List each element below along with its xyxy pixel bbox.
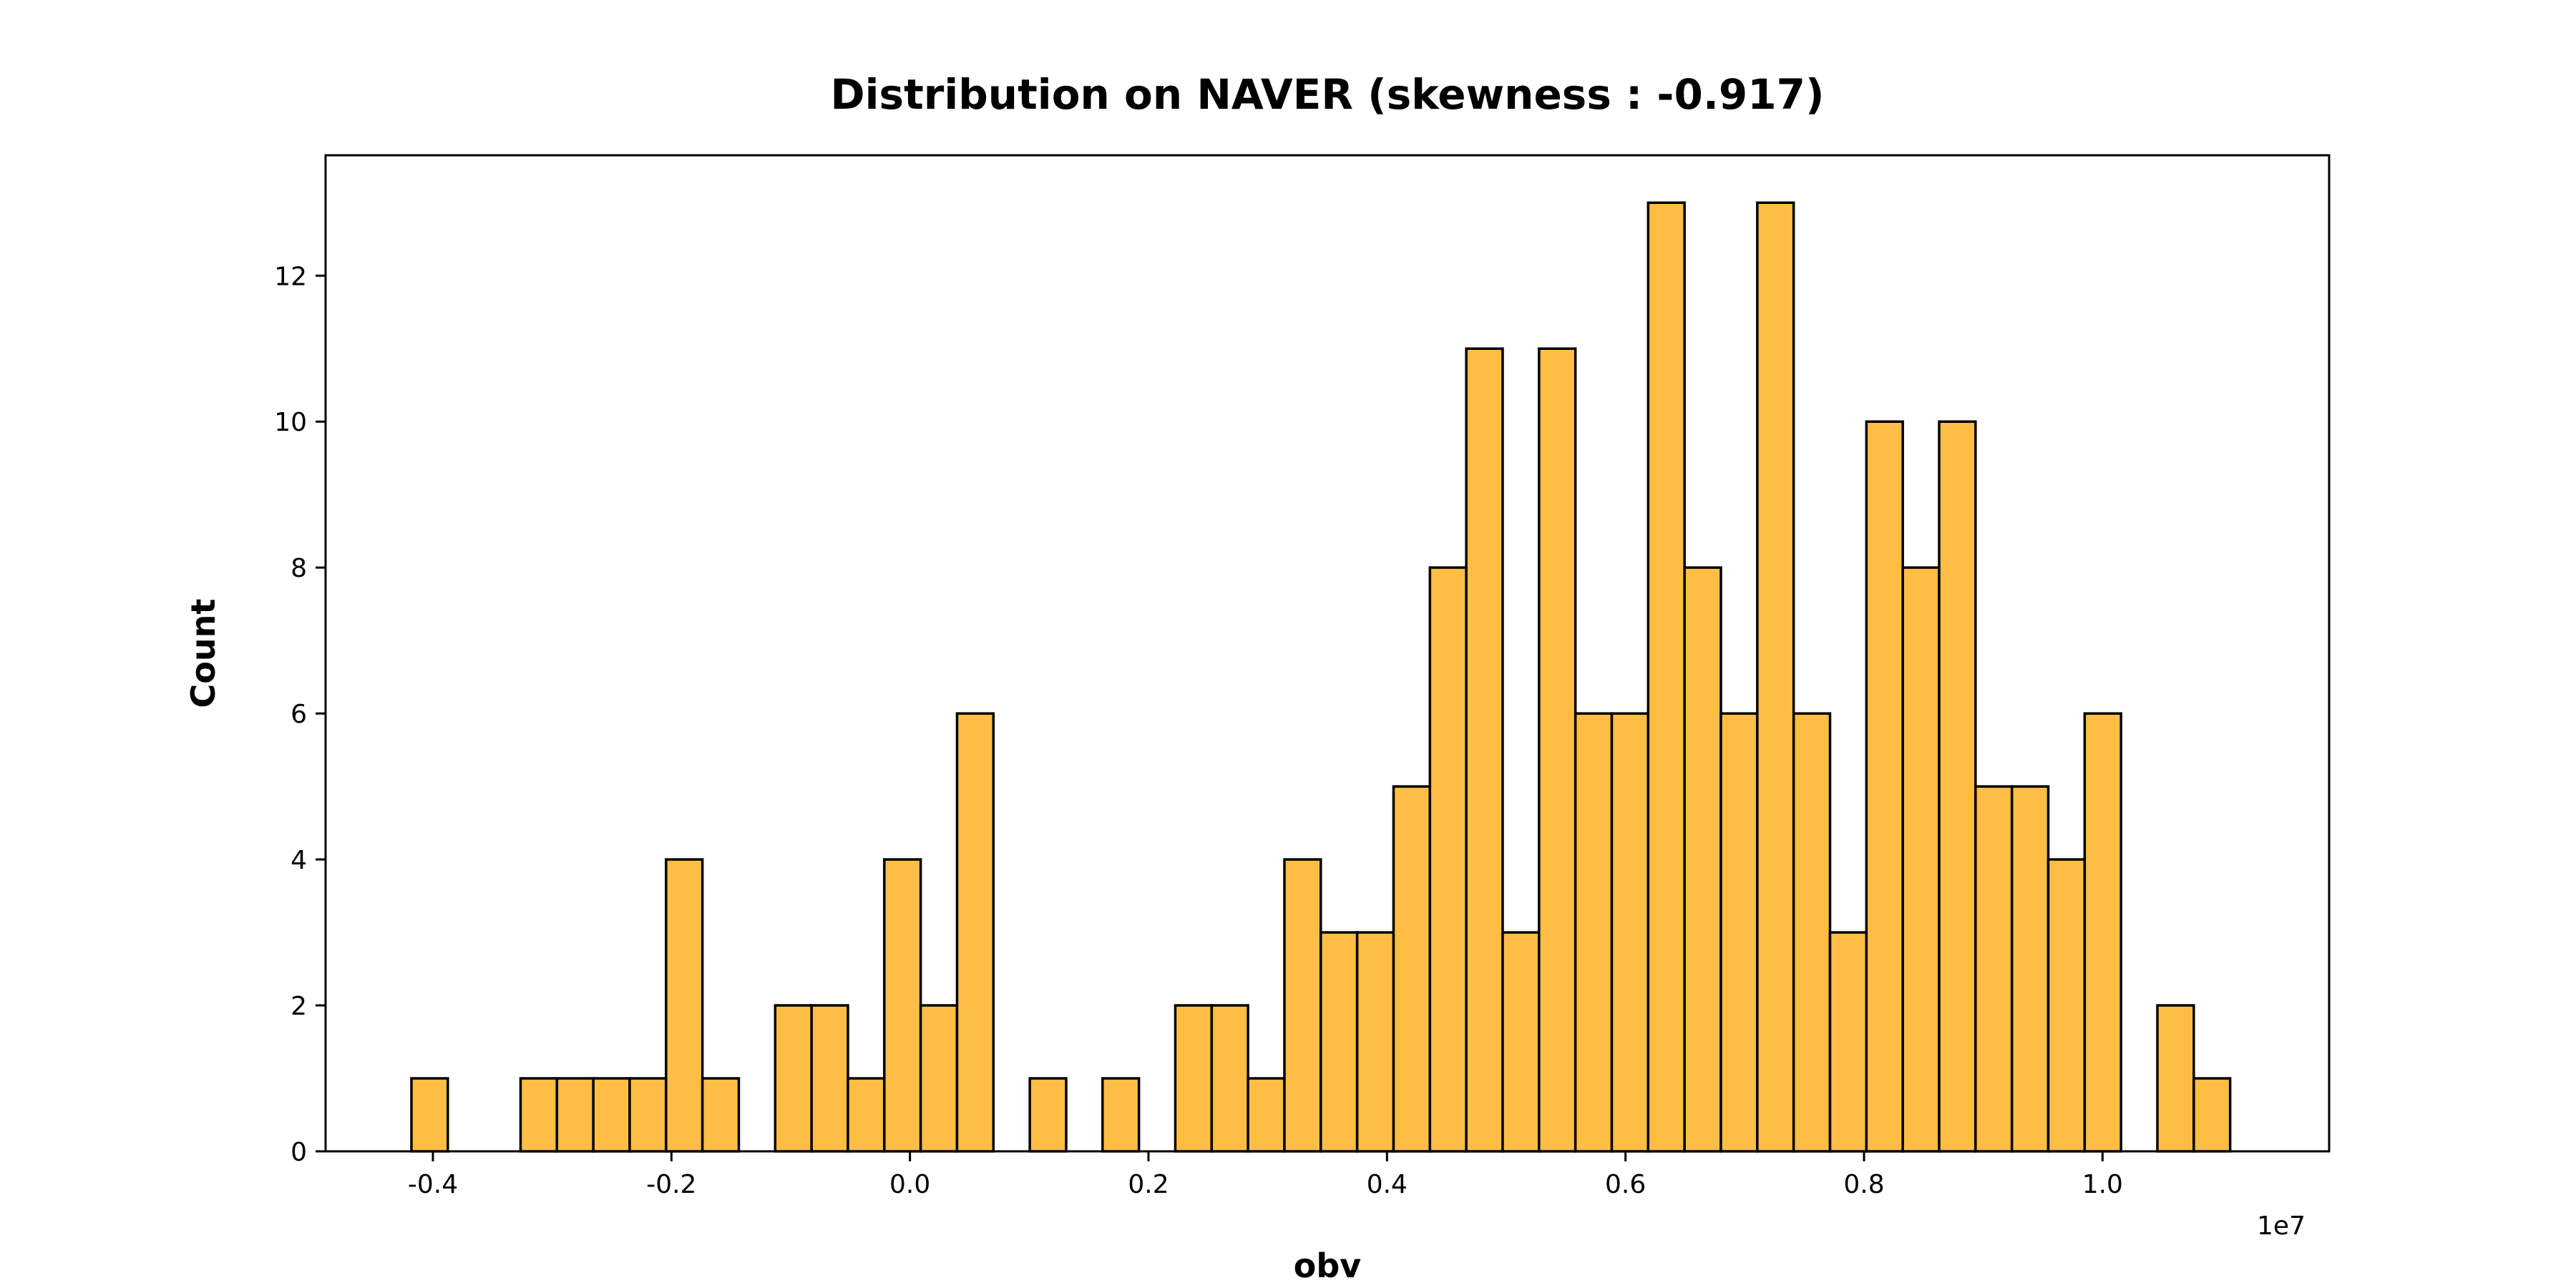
histogram-bar xyxy=(1538,347,1577,1153)
histogram-bar xyxy=(1574,712,1614,1153)
y-tick-label: 2 xyxy=(291,992,307,1021)
histogram-bar xyxy=(1938,420,1977,1153)
histogram-bar xyxy=(847,1077,886,1153)
x-tick-label: 0.0 xyxy=(889,1170,930,1199)
histogram-bar xyxy=(1828,931,1868,1153)
histogram-bar xyxy=(883,858,922,1153)
histogram-bar xyxy=(1028,1077,1068,1153)
y-tick-label: 12 xyxy=(274,262,307,291)
histogram-bar xyxy=(2010,785,2050,1153)
histogram-bar xyxy=(555,1077,595,1153)
y-tick-label: 6 xyxy=(291,700,307,729)
histogram-bar xyxy=(519,1077,559,1153)
histogram-bar xyxy=(1355,931,1395,1153)
histogram-bar xyxy=(1210,1004,1249,1153)
y-tick-label: 8 xyxy=(291,554,307,583)
histogram-bar xyxy=(701,1077,741,1153)
histogram-bar xyxy=(2046,858,2087,1153)
histogram-bar xyxy=(955,712,995,1153)
x-offset-label: 1e7 xyxy=(2257,1211,2306,1241)
y-axis-label: Count xyxy=(184,599,223,708)
histogram-bar xyxy=(2192,1077,2232,1153)
x-axis: -0.4 -0.2 0.0 0.2 0.4 0.6 0.8 1.0 xyxy=(408,1151,2123,1199)
y-tick-label: 4 xyxy=(291,846,307,875)
y-tick-label: 10 xyxy=(274,408,307,437)
chart-title: Distribution on NAVER (skewness : -0.917… xyxy=(831,70,1825,119)
histogram-bar xyxy=(1792,712,1832,1153)
histogram-bar xyxy=(1246,1077,1286,1153)
x-tick-label: 0.8 xyxy=(1843,1170,1884,1199)
histogram-bar xyxy=(1319,931,1359,1153)
histogram-bar xyxy=(1392,785,1432,1153)
histogram-bar xyxy=(592,1077,631,1153)
histogram-bar xyxy=(1501,931,1541,1153)
bars-group xyxy=(410,201,2232,1153)
x-tick-label: -0.2 xyxy=(646,1170,696,1199)
x-tick-label: 0.6 xyxy=(1605,1170,1646,1199)
histogram-bar xyxy=(1283,858,1322,1153)
x-axis-label: obv xyxy=(1294,1246,1362,1285)
histogram-bar xyxy=(1865,420,1904,1153)
y-tick-label: 0 xyxy=(291,1138,307,1167)
histogram-bar xyxy=(1974,785,2014,1153)
histogram-bar xyxy=(665,858,704,1153)
x-tick-label: 0.4 xyxy=(1367,1170,1407,1199)
histogram-bar xyxy=(1610,712,1650,1153)
y-axis: 0 2 4 6 8 10 12 xyxy=(274,262,326,1167)
histogram-bar xyxy=(2083,712,2122,1153)
histogram-bar xyxy=(1101,1077,1141,1153)
histogram-bar xyxy=(410,1077,449,1153)
histogram-bar xyxy=(919,1004,959,1153)
histogram-bar xyxy=(1428,566,1468,1153)
histogram-bar xyxy=(810,1004,849,1153)
histogram-bar xyxy=(1465,347,1504,1153)
histogram-bar xyxy=(628,1077,668,1153)
histogram-bar xyxy=(1174,1004,1214,1153)
histogram-bar xyxy=(1719,712,1759,1153)
histogram-bar xyxy=(1646,201,1686,1153)
x-tick-label: 0.2 xyxy=(1128,1170,1169,1199)
x-tick-label: -0.4 xyxy=(408,1170,458,1199)
histogram-bar xyxy=(1683,566,1722,1153)
histogram-bar xyxy=(1756,201,1795,1153)
plot-frame xyxy=(324,154,2331,1153)
x-tick-label: 1.0 xyxy=(2082,1170,2123,1199)
histogram-bar xyxy=(2156,1004,2195,1153)
histogram-bar xyxy=(1901,566,1941,1153)
histogram-bar xyxy=(774,1004,813,1153)
